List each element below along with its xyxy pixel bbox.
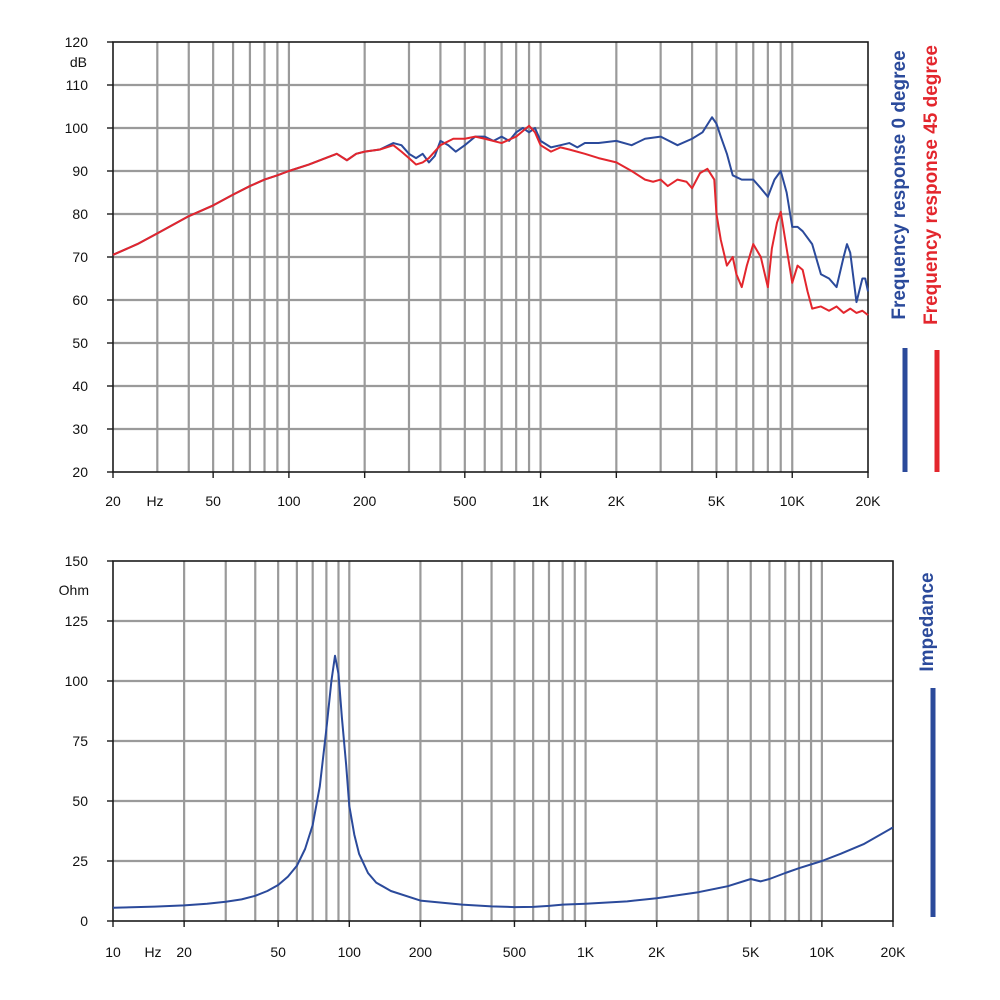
y-tick-label: 30 <box>72 421 88 437</box>
x-tick-label: 1K <box>577 944 595 960</box>
impedance-chart: 0 25 50 75 100 125 150 Ohm 10 20 50 100 200 500 1K 2K 5K… <box>59 553 938 960</box>
y-tick-label: 25 <box>72 853 88 869</box>
x-tick-label: 1K <box>532 493 550 509</box>
x-tick-label: 100 <box>277 493 301 509</box>
x-tick-label: 50 <box>270 944 286 960</box>
y-tick-label: 20 <box>72 464 88 480</box>
y-tick-label: 125 <box>65 613 89 629</box>
x-tick-label: 200 <box>353 493 377 509</box>
y-tick-label: 0 <box>80 913 88 929</box>
x-tick-label: 500 <box>503 944 527 960</box>
y-tick-label: 150 <box>65 553 89 569</box>
x-tick-label: 10K <box>780 493 806 509</box>
y-tick-label: 80 <box>72 206 88 222</box>
frequency-response-chart: 20 30 40 50 60 70 80 90 100 110 120 dB 20 50 100 200 500… <box>65 34 942 509</box>
x-tick-label: 2K <box>608 493 626 509</box>
x-tick-label: 10 <box>105 944 121 960</box>
series-line-impedance <box>112 654 894 909</box>
x-unit-label: Hz <box>144 944 161 960</box>
y-tick-label: 70 <box>72 249 88 265</box>
legend-label: Frequency response 0 degree <box>889 50 910 319</box>
x-tick-label: 5K <box>742 944 760 960</box>
y-unit-label: Ohm <box>59 582 89 598</box>
grid <box>113 561 893 921</box>
series-line-frequency-response-0-degree <box>112 116 869 304</box>
y-tick-label: 60 <box>72 292 88 308</box>
x-tick-label: 100 <box>338 944 362 960</box>
x-tick-label: 20K <box>856 493 882 509</box>
series-line-frequency-response-45-degree <box>112 124 869 316</box>
x-tick-label: 500 <box>453 493 477 509</box>
y-tick-label: 75 <box>72 733 88 749</box>
y-tick-label: 50 <box>72 335 88 351</box>
x-tick-label: 5K <box>708 493 726 509</box>
legend-label: Frequency response 45 degree <box>921 45 942 325</box>
x-tick-label: 20 <box>176 944 192 960</box>
x-tick-label: 10K <box>809 944 835 960</box>
y-tick-label: 100 <box>65 673 89 689</box>
x-tick-label: 20K <box>881 944 907 960</box>
legend-label: Impedance <box>917 572 938 671</box>
x-tick-label: 200 <box>409 944 433 960</box>
x-tick-label: 2K <box>648 944 666 960</box>
y-tick-label: 100 <box>65 120 89 136</box>
x-tick-label: 50 <box>205 493 221 509</box>
x-tick-label: 20 <box>105 493 121 509</box>
grid <box>113 42 868 472</box>
y-tick-label: 50 <box>72 793 88 809</box>
y-tick-label: 90 <box>72 163 88 179</box>
y-tick-label: 110 <box>66 77 89 93</box>
y-tick-label: 120 <box>65 34 89 50</box>
y-unit-label: dB <box>70 54 87 70</box>
y-tick-label: 40 <box>72 378 88 394</box>
x-unit-label: Hz <box>146 493 163 509</box>
